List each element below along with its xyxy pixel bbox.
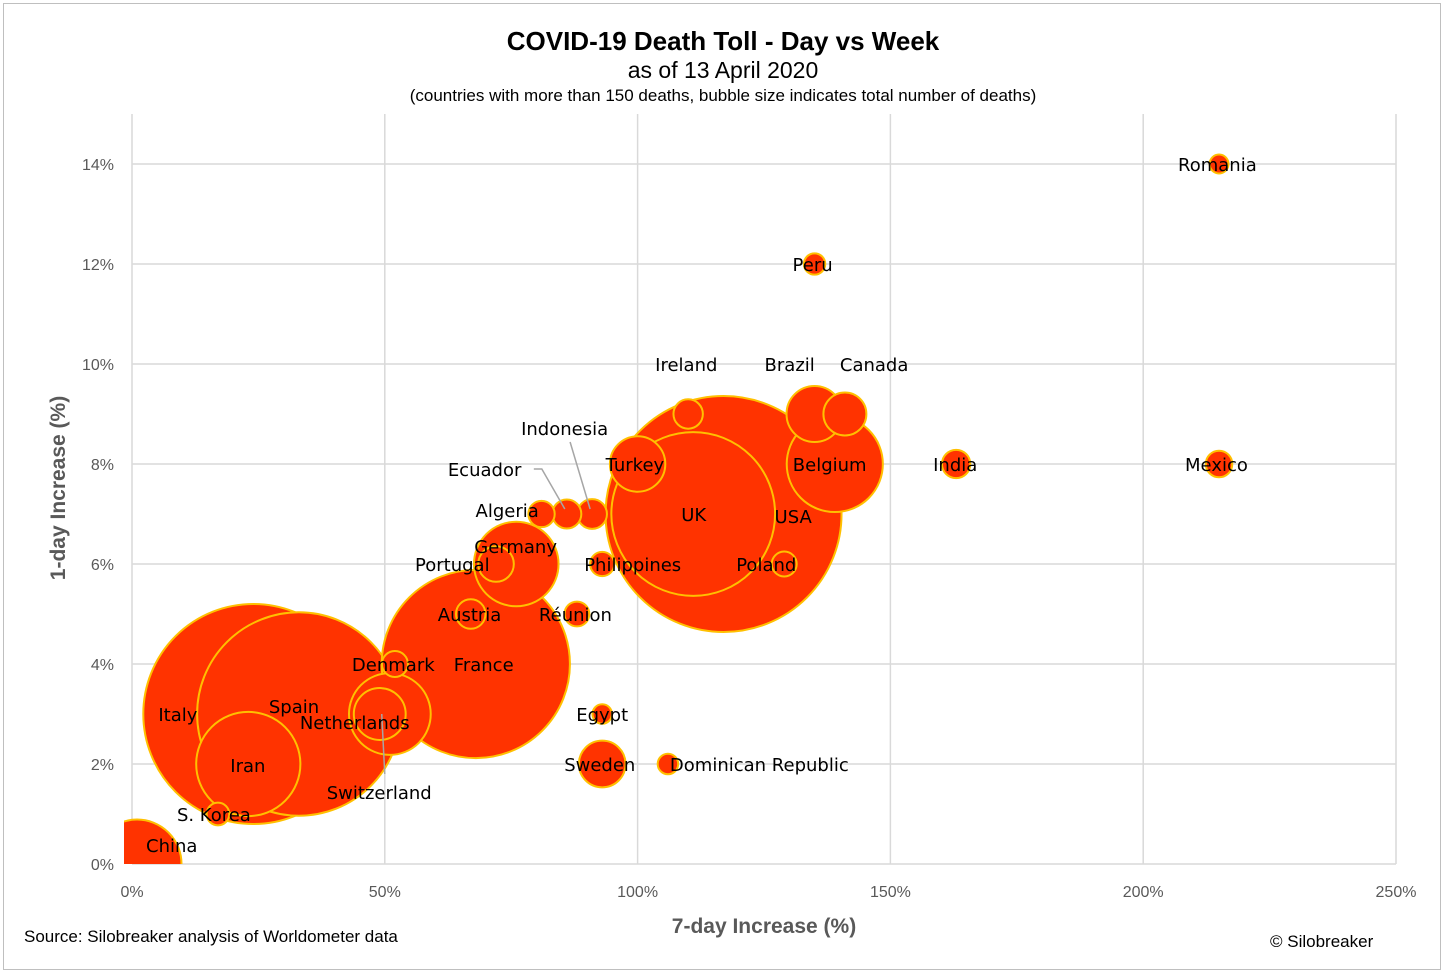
bubble-label: Denmark — [352, 655, 435, 676]
bubble-label: Germany — [474, 537, 557, 558]
bubble-label: Réunion — [539, 605, 612, 626]
y-tick-label: 8% — [91, 457, 114, 474]
bubble-label: UK — [681, 505, 707, 526]
bubble-poland — [770, 550, 798, 578]
bubble-label: Sweden — [564, 755, 635, 776]
bubble-label: France — [454, 655, 514, 676]
bubble-label: Ecuador — [448, 460, 522, 481]
bubble-label: Canada — [840, 355, 909, 376]
leader-lines — [380, 441, 591, 775]
bubble-iran — [195, 710, 302, 818]
bubble-india — [940, 448, 972, 480]
bubble-denmark — [380, 650, 409, 678]
bubble-label: Switzerland — [327, 783, 432, 804]
bubble-egypt — [591, 703, 613, 725]
bubble-sweden — [577, 739, 627, 789]
ecuador-leader-line — [533, 468, 566, 510]
bubble-label: Philippines — [584, 555, 681, 576]
y-tick-label: 12% — [82, 257, 114, 274]
copyright-note: © Silobreaker — [1270, 932, 1374, 951]
bubble-label: Netherlands — [300, 713, 410, 734]
bubble-austria — [454, 598, 487, 630]
bubble-mexico — [1204, 449, 1234, 479]
indonesia-leader-line — [569, 441, 591, 510]
bubble-peru — [802, 252, 827, 276]
bubble-dominican-republic — [656, 752, 680, 776]
bubble-label: Turkey — [605, 455, 665, 476]
source-note: Source: Silobreaker analysis of Worldome… — [24, 927, 398, 946]
bubble-label: China — [146, 836, 197, 857]
chart-title: COVID-19 Death Toll - Day vs Week — [506, 26, 940, 56]
bubble-label: Iran — [230, 756, 265, 777]
bubble-switzerland — [352, 687, 407, 741]
bubble-label: India — [933, 455, 977, 476]
bubble-label: Peru — [793, 255, 833, 276]
x-tick-label: 100% — [617, 884, 658, 901]
y-axis-title: 1-day Increase (%) — [47, 396, 70, 580]
bubble-label: Poland — [736, 555, 796, 576]
bubble-label: Ireland — [655, 355, 717, 376]
x-tick-label: 50% — [369, 884, 401, 901]
chart-subtitle: as of 13 April 2020 — [627, 57, 819, 83]
bubble-china — [124, 818, 183, 864]
gridlines — [131, 114, 1397, 865]
tick-labels: 0% 2% 4% 6% 8% 10% 12% 14% 0% 50% 100% 150% 200% 250% — [82, 157, 1416, 901]
bubble-label: Italy — [158, 705, 197, 726]
bubble-algeria — [527, 499, 556, 529]
bubble-philippines — [589, 550, 616, 578]
x-tick-label: 200% — [1123, 884, 1164, 901]
bubble-label: Romania — [1178, 155, 1257, 176]
bubble-label: Belgium — [793, 455, 867, 476]
bubble-ireland — [672, 398, 704, 430]
x-axis-title: 7-day Increase (%) — [672, 915, 856, 938]
bubble-labels: Italy Spain USA France UK Iran Belgium Germany N… — [146, 155, 1257, 857]
bubble-label: Algeria — [476, 501, 539, 522]
bubble-label: Spain — [269, 697, 319, 718]
bubble-label: USA — [775, 507, 813, 528]
bubble-s-korea — [205, 801, 231, 827]
bubble-canada — [822, 391, 868, 437]
bubble-label: Dominican Republic — [670, 755, 849, 776]
y-tick-label: 0% — [91, 857, 114, 874]
y-tick-label: 14% — [82, 157, 114, 174]
bubble-label: Egypt — [576, 705, 628, 726]
y-tick-label: 6% — [91, 557, 114, 574]
bubble-romania — [1208, 153, 1230, 175]
bubble-label: Indonesia — [521, 419, 608, 440]
bubble-label: Portugal — [415, 555, 490, 576]
y-tick-label: 2% — [91, 757, 114, 774]
x-tick-label: 150% — [870, 884, 911, 901]
switzerland-leader-line — [380, 713, 386, 775]
bubble-label: Mexico — [1185, 455, 1248, 476]
bubble-r-union — [563, 600, 591, 628]
bubble-label: S. Korea — [177, 805, 251, 826]
bubbles — [124, 153, 1234, 864]
y-tick-label: 4% — [91, 657, 114, 674]
bubble-label: Brazil — [765, 355, 815, 376]
bubble-germany — [472, 520, 560, 608]
bubble-ecuador — [551, 498, 583, 530]
x-tick-label: 0% — [120, 884, 143, 901]
chart-note: (countries with more than 150 deaths, bu… — [409, 86, 1037, 105]
x-tick-label: 250% — [1376, 884, 1417, 901]
bubble-portugal — [477, 545, 515, 583]
bubble-turkey — [608, 435, 667, 493]
bubble-label: Austria — [438, 605, 502, 626]
y-tick-label: 10% — [82, 357, 114, 374]
